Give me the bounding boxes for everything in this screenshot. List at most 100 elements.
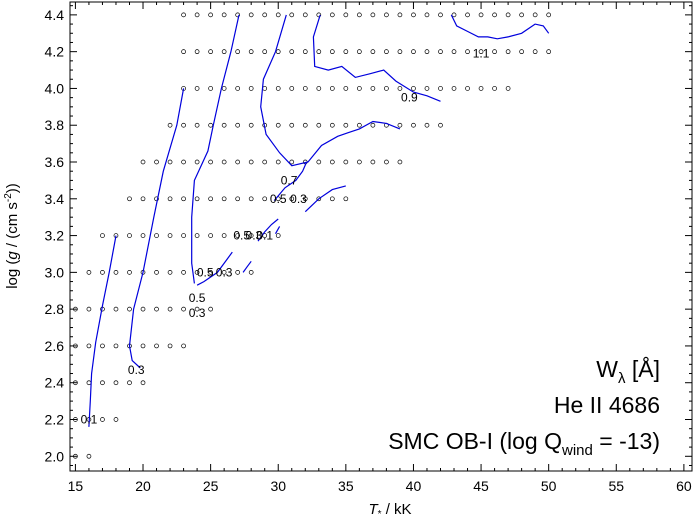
- model-point: [167, 306, 173, 312]
- model-point: [113, 343, 119, 349]
- axis-ticks: 15 20 25 30 35 40 45 50 55 60 2.0 2.2 2.4 2.6 2.8 3.0 3.…: [45, 2, 692, 494]
- model-point: [221, 12, 227, 18]
- model-point: [505, 49, 511, 55]
- contour-label: 0.9: [401, 91, 418, 105]
- model-point: [329, 86, 335, 91]
- model-point: [343, 122, 349, 128]
- model-point: [167, 196, 173, 202]
- model-point: [329, 49, 335, 55]
- model-point: [167, 233, 173, 238]
- model-point: [154, 196, 159, 202]
- model-point: [86, 270, 92, 275]
- model-point: [424, 49, 430, 55]
- model-point: [316, 159, 322, 165]
- model-point: [411, 12, 416, 18]
- model-point: [194, 196, 200, 202]
- contour-label: 0.5: [233, 229, 250, 243]
- model-point: [208, 196, 213, 202]
- model-point: [154, 343, 159, 349]
- model-point: [289, 159, 295, 165]
- model-point: [100, 380, 105, 386]
- model-point: [370, 122, 376, 128]
- x-tick-label: 60: [676, 478, 692, 494]
- model-point: [235, 233, 241, 238]
- y-tick-label: 2.8: [45, 301, 65, 317]
- model-point: [438, 49, 443, 55]
- model-point: [357, 122, 362, 128]
- contour-line: [257, 218, 279, 242]
- model-point: [384, 12, 389, 18]
- contour-label: 0.3: [189, 306, 206, 320]
- contour-label: 0.3: [290, 192, 307, 206]
- contour-label: 0.3: [246, 229, 263, 243]
- model-point: [302, 196, 308, 202]
- model-point: [465, 12, 470, 18]
- model-point: [343, 196, 349, 202]
- model-point: [492, 86, 497, 91]
- x-tick-label: 55: [608, 478, 624, 494]
- x-tick-label: 30: [270, 478, 286, 494]
- model-point: [194, 49, 200, 55]
- contour-label: 0.1: [81, 413, 98, 427]
- model-point: [519, 49, 524, 55]
- model-point: [384, 49, 389, 55]
- model-point: [248, 270, 254, 275]
- model-point: [329, 122, 335, 128]
- model-point: [248, 122, 254, 128]
- model-point: [208, 270, 213, 275]
- model-point: [100, 417, 105, 422]
- y-tick-label: 2.0: [45, 448, 65, 464]
- model-point: [86, 453, 92, 459]
- model-point: [248, 12, 254, 18]
- model-point: [100, 270, 105, 275]
- model-point: [140, 233, 146, 238]
- contour-label: 0.5: [197, 265, 214, 279]
- model-point: [329, 12, 335, 18]
- plot-frame: [69, 1, 693, 472]
- model-point: [221, 122, 227, 128]
- y-tick-label: 4.2: [45, 44, 65, 60]
- model-point: [289, 122, 295, 128]
- model-point: [492, 12, 497, 18]
- model-point: [384, 86, 389, 91]
- model-point: [411, 86, 416, 91]
- model-point: [194, 86, 200, 91]
- contour-line: [312, 14, 441, 102]
- model-point: [181, 233, 186, 238]
- model-point: [451, 86, 457, 91]
- model-point: [248, 49, 254, 55]
- model-point: [289, 86, 295, 91]
- model-point: [194, 233, 200, 238]
- model-point: [532, 49, 538, 55]
- contour-line: [274, 226, 281, 234]
- y-tick-label: 3.2: [45, 228, 65, 244]
- model-point: [492, 49, 497, 55]
- model-point: [208, 306, 213, 312]
- model-point: [519, 12, 524, 18]
- model-point: [370, 49, 376, 55]
- model-point: [194, 12, 200, 18]
- model-point: [221, 159, 227, 165]
- model-point: [140, 196, 146, 202]
- x-axis-label: T* / kK: [368, 501, 411, 520]
- model-point: [438, 86, 443, 91]
- model-point: [329, 159, 335, 165]
- model-point: [465, 86, 470, 91]
- model-point: [478, 12, 484, 18]
- model-point: [221, 233, 227, 238]
- model-point: [248, 233, 254, 238]
- model-point: [343, 86, 349, 91]
- model-point: [113, 380, 119, 386]
- model-point: [505, 86, 511, 91]
- model-point: [546, 12, 552, 18]
- x-tick-label: 35: [338, 478, 354, 494]
- model-point: [221, 86, 227, 91]
- contour-line: [260, 14, 401, 167]
- model-point: [127, 270, 132, 275]
- model-point: [357, 12, 362, 18]
- model-point: [194, 270, 200, 275]
- model-point: [302, 49, 308, 55]
- model-point: [397, 122, 403, 128]
- model-point: [86, 380, 92, 386]
